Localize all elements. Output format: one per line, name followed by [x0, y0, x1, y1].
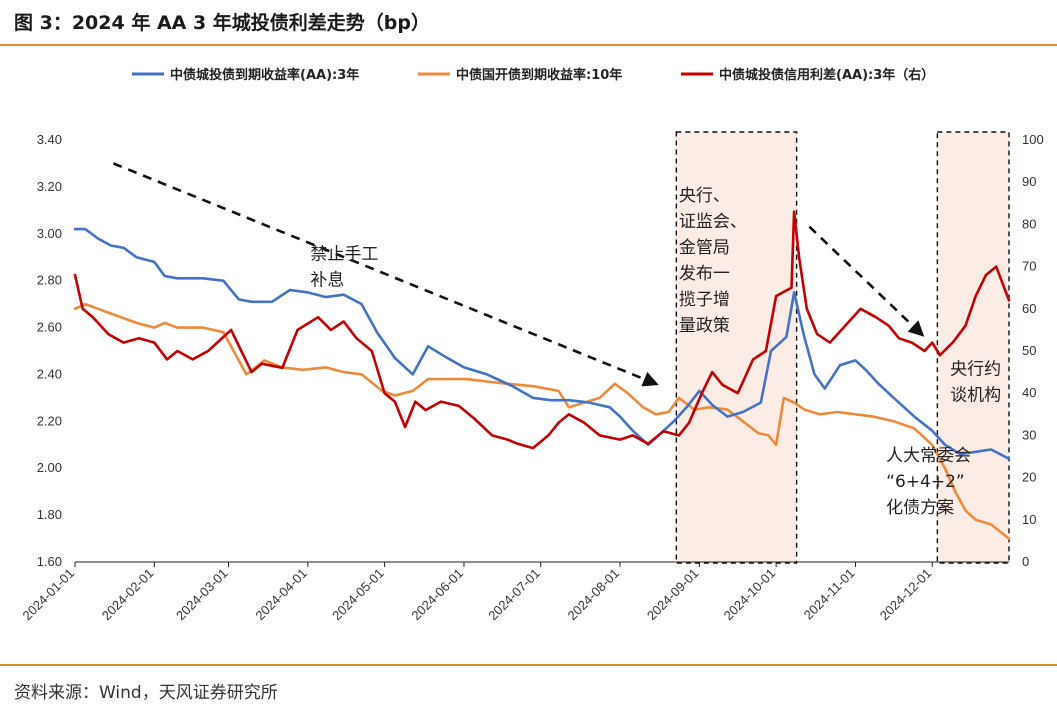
annotation-line: 央行约: [950, 359, 1001, 379]
x-tick-label: 2024-03-01: [173, 566, 231, 624]
annotation-line: 发布一: [679, 264, 730, 284]
shaded-regions: [675, 131, 1010, 564]
series-line-2: [73, 302, 1011, 540]
y-right-tick-label: 80: [1022, 216, 1036, 231]
annotation-line: 补息: [310, 271, 344, 291]
x-tick-label: 2024-10-01: [721, 566, 779, 624]
y-left-tick-label: 1.80: [37, 507, 62, 522]
annotation-line: 化债方案: [886, 498, 954, 518]
annotation-2: 央行、证监会、金管局发布一揽子增量政策: [679, 186, 747, 336]
y-right-tick-label: 0: [1022, 554, 1029, 569]
spread-line-chart: 1.60 1.80 2.00 2.20 2.40 2.60 2.80 3.00 3.20 3.40…: [19, 67, 1043, 623]
series-line-1: [73, 227, 1011, 461]
annotation-line: 量政策: [679, 316, 730, 336]
source-note: 资料来源：Wind，天风证券研究所: [14, 683, 278, 703]
annotation-line: 证监会、: [679, 212, 747, 232]
trend-arrow-2: [808, 225, 925, 337]
y-left-tick-label: 2.40: [37, 366, 62, 381]
annotation-line: 禁止手工: [310, 245, 378, 265]
annotation-line: 央行、: [679, 186, 730, 206]
annotation-4: 人大常委会 “6+4+2” 化债方案: [886, 446, 971, 518]
y-right-tick-label: 30: [1022, 427, 1036, 442]
y-right-tick-label: 20: [1022, 470, 1036, 485]
x-tick-label: 2024-06-01: [408, 566, 466, 624]
y-left-tick-label: 3.40: [37, 132, 62, 147]
series-lines: [73, 210, 1011, 540]
annotation-1: 禁止手工补息: [310, 245, 378, 291]
y-right-tick-label: 50: [1022, 343, 1036, 358]
annotation-line: “6+4+2”: [886, 472, 965, 492]
y-right-tick-label: 60: [1022, 301, 1036, 316]
x-tick-label: 2024-05-01: [329, 566, 387, 624]
legend-label-3: 中债城投债信用利差(AA):3年（右）: [719, 67, 934, 83]
y-left-tick-label: 2.60: [37, 320, 62, 335]
y-right-tick-label: 100: [1022, 132, 1044, 147]
x-tick-label: 2024-07-01: [485, 566, 543, 624]
annotation-3: 央行约谈机构: [950, 359, 1001, 405]
trend-arrows: [112, 162, 925, 387]
y-right-tick-label: 90: [1022, 174, 1036, 189]
y-left-tick-label: 2.20: [37, 413, 62, 428]
legend-label-2: 中债国开债到期收益率:10年: [456, 67, 622, 83]
y-right-tick-label: 10: [1022, 512, 1036, 527]
axes: 1.60 1.80 2.00 2.20 2.40 2.60 2.80 3.00 3.20 3.40…: [19, 132, 1043, 623]
annotation-line: 人大常委会: [886, 446, 971, 466]
x-tick-label: 2024-08-01: [565, 566, 623, 624]
title-divider: [0, 44, 1057, 46]
x-tick-label: 2024-09-01: [644, 566, 702, 624]
x-tick-label: 2024-02-01: [99, 566, 157, 624]
figure-title: 图 3：2024 年 AA 3 年城投债利差走势（bp）: [14, 12, 431, 34]
x-tick-label: 2024-12-01: [877, 566, 935, 624]
annotation-line: 金管局: [679, 238, 730, 258]
x-tick-label: 2024-04-01: [252, 566, 310, 624]
y-left-tick-label: 1.60: [37, 554, 62, 569]
y-left-tick-label: 3.00: [37, 226, 62, 241]
trend-arrow-1: [112, 162, 659, 387]
y-right-tick-label: 70: [1022, 259, 1036, 274]
y-right-tick-label: 40: [1022, 385, 1036, 400]
y-left-tick-label: 3.20: [37, 179, 62, 194]
x-tick-label: 2024-11-01: [801, 566, 858, 623]
y-left-tick-label: 2.00: [37, 460, 62, 475]
legend: 中债城投债到期收益率(AA):3年 中债国开债到期收益率:10年 中债城投债信用利差…: [132, 67, 934, 83]
source-divider: [0, 664, 1057, 666]
annotation-line: 揽子增: [679, 290, 730, 310]
series-line-3: [73, 210, 1011, 450]
legend-label-1: 中债城投债到期收益率(AA):3年: [170, 67, 359, 83]
y-left-tick-label: 2.80: [37, 273, 62, 288]
x-tick-label: 2024-01-01: [19, 566, 77, 624]
annotation-line: 谈机构: [950, 385, 1001, 405]
